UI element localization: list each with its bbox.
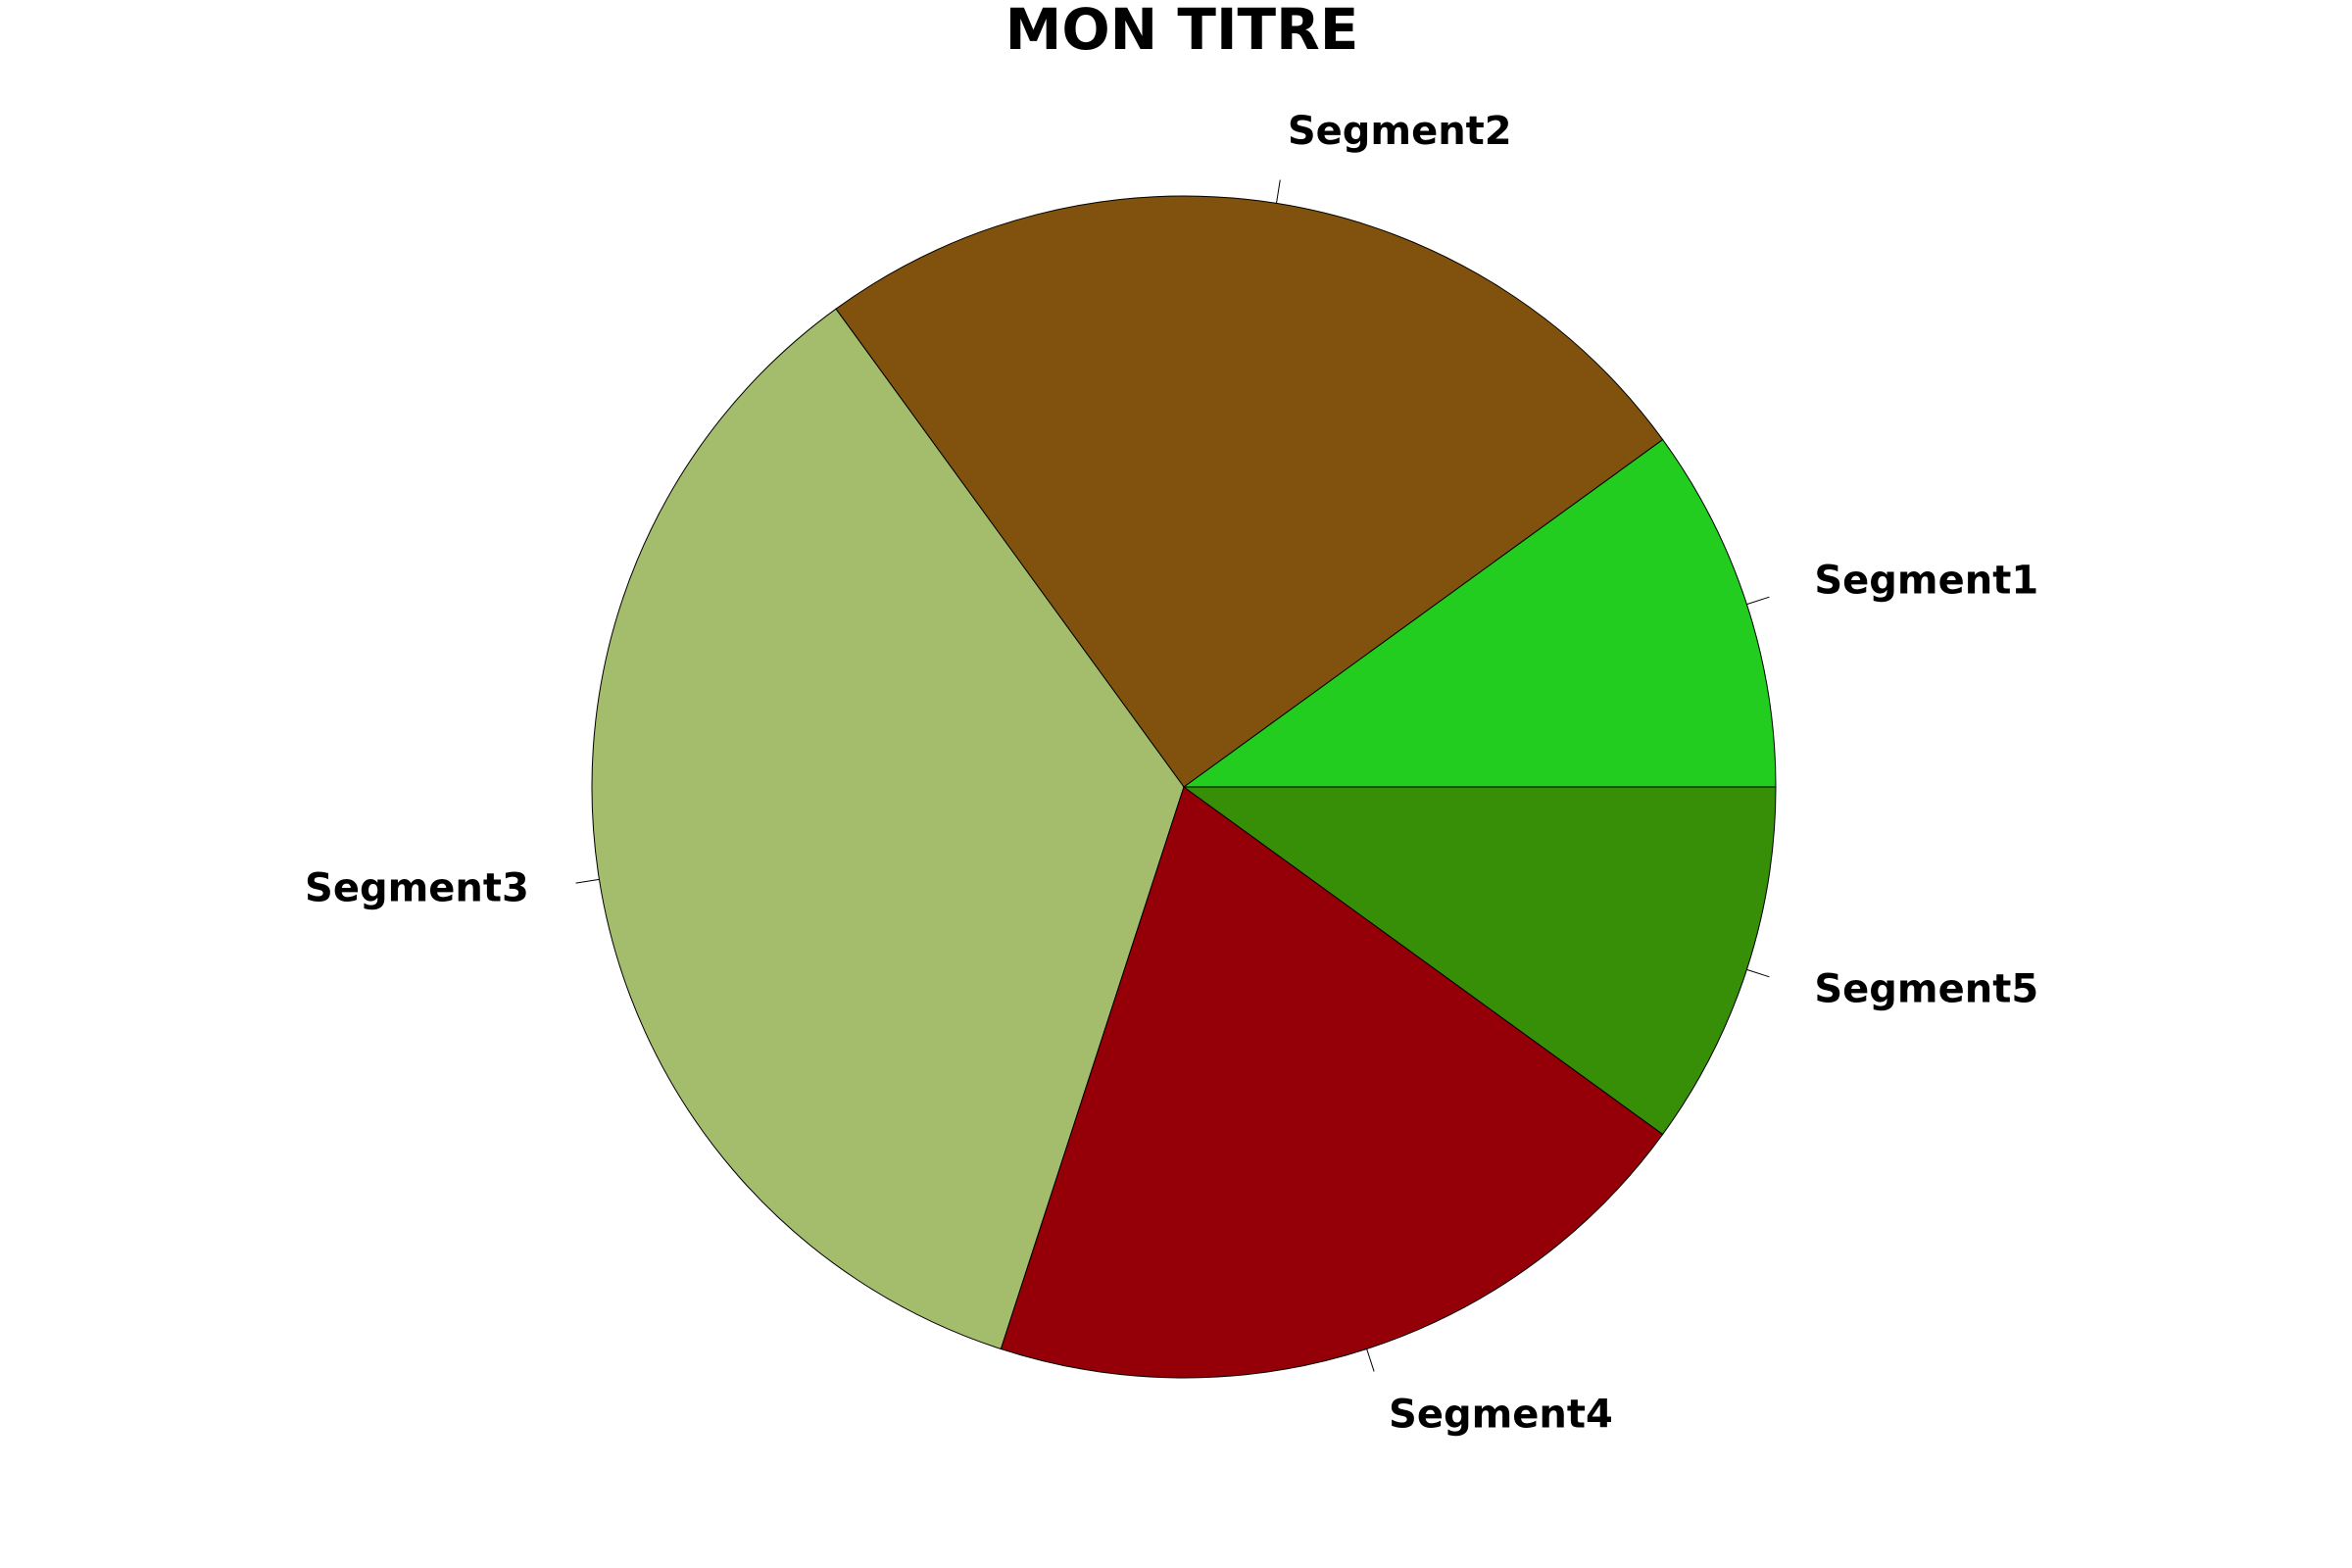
pie-slice-segment1: [1182, 438, 1777, 788]
leader-line-segment1: [1746, 596, 1770, 606]
pie-leader-lines: [575, 179, 1770, 1372]
pie-labels: Segment1 Segment2 Segment3 Segment4 Segment5: [305, 109, 2038, 1437]
chart-title: MON TITRE: [1005, 0, 1359, 63]
pie-label-segment1: Segment1: [1814, 558, 2038, 603]
pie-label-segment2: Segment2: [1288, 109, 1512, 154]
leader-line-segment5: [1746, 968, 1770, 978]
pie-label-segment3: Segment3: [305, 866, 529, 911]
pie-slice-segment5: [1182, 786, 1777, 1136]
pie-slices: [591, 195, 1777, 1379]
leader-line-segment4: [1366, 1348, 1375, 1372]
pie-slice-segment2: [835, 195, 1664, 788]
pie-slice-segment3: [591, 308, 1185, 1350]
pie-label-segment4: Segment4: [1389, 1392, 1613, 1437]
leader-line-segment2: [1275, 179, 1281, 204]
pie-label-segment5: Segment5: [1814, 967, 2038, 1012]
leader-line-segment3: [575, 878, 600, 884]
